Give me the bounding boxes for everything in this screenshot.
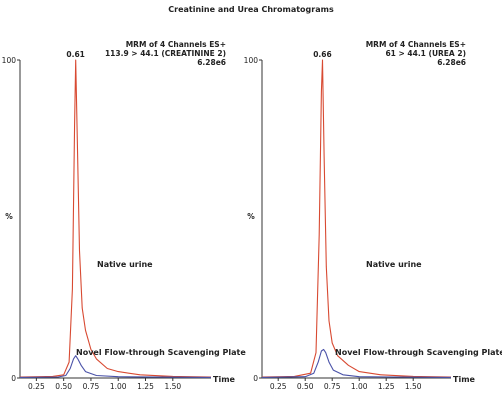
creatinine-chromatogram-panel: 0 100% 0.25 0.50 0.75 1.00 1.25 1.50 Time MRM of … [2, 40, 247, 391]
y-axis-label: % [247, 212, 255, 221]
x-tick-label: 1.00 [351, 382, 368, 391]
x-tick-label: 1.50 [405, 382, 422, 391]
series-line-native-urine [261, 59, 452, 378]
series-annotation-native-urine: Native urine [97, 260, 153, 269]
y-tick-label: 0 [11, 374, 16, 383]
series-annotation-scavenging-plate: Novel Flow-through Scavenging Plate [335, 348, 502, 357]
x-tick-label: 1.00 [110, 382, 127, 391]
channel-info-line: 6.28e6 [197, 58, 226, 67]
series-annotation-scavenging-plate: Novel Flow-through Scavenging Plate [76, 348, 246, 357]
series-line-scavenging-plate [261, 348, 452, 378]
channel-info-line: 61 > 44.1 (UREA 2) [385, 49, 466, 58]
x-tick-label: 1.25 [137, 382, 154, 391]
x-tick-label: 0.75 [324, 382, 341, 391]
peak-retention-time-label: 0.61 [66, 50, 85, 59]
x-tick-label: 1.50 [164, 382, 181, 391]
y-tick-label: 100 [2, 56, 17, 65]
y-axis-label: % [5, 212, 13, 221]
x-tick-label: 1.25 [378, 382, 395, 391]
channel-info-line: 113.9 > 44.1 (CREATININE 2) [105, 49, 226, 58]
figure-title: Creatinine and Urea Chromatograms [168, 5, 334, 14]
urea-chromatogram-panel: 0 100% 0.25 0.50 0.75 1.00 1.25 1.50 Time MRM of … [244, 40, 502, 391]
channel-info-line: MRM of 4 Channels ES+ [366, 40, 466, 49]
series-annotation-native-urine: Native urine [366, 260, 422, 269]
y-tick-label: 100 [244, 56, 259, 65]
x-tick-label: 0.75 [83, 382, 100, 391]
series-line-scavenging-plate [19, 355, 212, 378]
x-axis-label: Time [453, 375, 476, 384]
channel-info-line: 6.28e6 [437, 58, 466, 67]
y-tick-label: 0 [253, 374, 258, 383]
channel-info-line: MRM of 4 Channels ES+ [126, 40, 226, 49]
x-tick-label: 0.25 [28, 382, 45, 391]
x-tick-label: 0.50 [297, 382, 314, 391]
x-tick-label: 0.25 [270, 382, 287, 391]
series-line-native-urine [19, 59, 212, 378]
x-tick-label: 0.50 [55, 382, 72, 391]
x-axis-label: Time [213, 375, 236, 384]
peak-retention-time-label: 0.66 [313, 50, 332, 59]
